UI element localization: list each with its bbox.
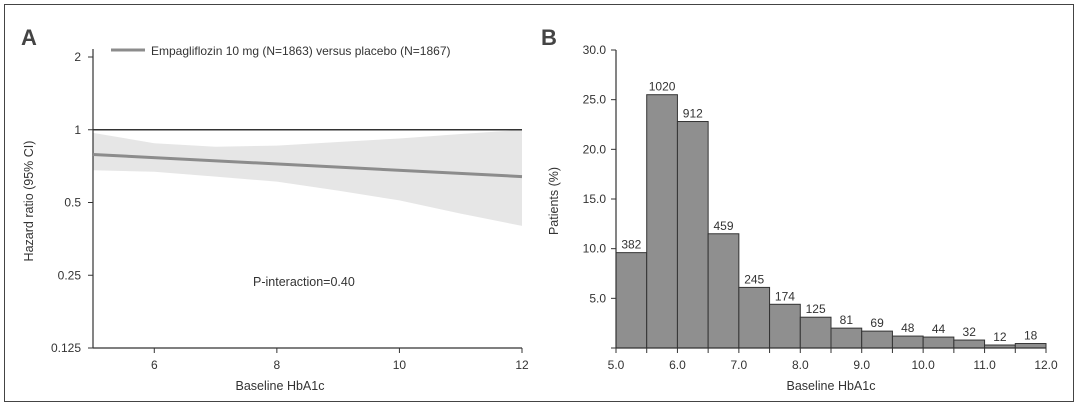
panel-a-y-axis-title: Hazard ratio (95% CI) <box>22 141 36 262</box>
p-interaction-annotation: P-interaction=0.40 <box>253 275 355 289</box>
panel-b-x-axis-title: Baseline HbA1c <box>787 379 876 393</box>
x-tick-label: 10 <box>393 358 407 372</box>
panel-b-axes: 5.0 10.0 15.0 20.0 25.0 30.0 5.0 6.0 7.0 8.0 9.0 10… <box>583 43 1058 372</box>
x-tick-label: 8 <box>274 358 281 372</box>
x-tick-label: 8.0 <box>792 358 809 372</box>
y-tick-label: 0.5 <box>64 196 81 210</box>
bar-count-label: 69 <box>870 316 884 330</box>
panel-a-letter: A <box>21 25 37 50</box>
x-tick-label: 11.0 <box>973 358 996 372</box>
histogram-bar <box>738 286 771 349</box>
panel-b-letter: B <box>541 25 557 50</box>
panel-a: A 2 1 0.5 0.25 0.125 6 8 10 12 Empagliflozin 10 … <box>21 25 529 393</box>
y-tick-label: 15.0 <box>583 192 607 206</box>
x-tick-label: 7.0 <box>731 358 748 372</box>
panel-a-legend: Empagliflozin 10 mg (N=1863) versus plac… <box>111 44 451 58</box>
histogram-bar <box>799 316 832 349</box>
x-tick-label: 6.0 <box>669 358 686 372</box>
histogram-bar <box>707 233 740 349</box>
bar-count-label: 32 <box>963 325 977 339</box>
histogram-bar <box>922 336 955 349</box>
x-tick-label: 9.0 <box>853 358 870 372</box>
panel-b-y-axis-title: Patients (%) <box>547 167 561 235</box>
y-tick-label: 5.0 <box>589 291 606 305</box>
histogram-bar <box>861 330 893 349</box>
ci-band-area <box>93 129 522 226</box>
bar-count-label: 125 <box>806 302 826 316</box>
y-tick-label: 10.0 <box>583 242 607 256</box>
bar-count-label: 81 <box>840 313 854 327</box>
bar-count-label: 18 <box>1024 329 1038 343</box>
histogram-bar <box>830 327 863 349</box>
bar-count-label: 44 <box>932 322 946 336</box>
confidence-band <box>93 129 522 226</box>
histogram-bar <box>1014 343 1047 349</box>
y-tick-label: 1 <box>74 123 81 137</box>
histogram-bar <box>646 94 678 349</box>
x-tick-label: 5.0 <box>608 358 625 372</box>
x-tick-label: 10.0 <box>911 358 935 372</box>
bar-count-label: 48 <box>901 321 915 335</box>
bar-count-label: 382 <box>621 238 641 252</box>
x-tick-label: 6 <box>151 358 158 372</box>
bar-count-label: 459 <box>713 219 733 233</box>
x-tick-label: 12 <box>515 358 529 372</box>
histogram-bar <box>953 339 986 349</box>
x-tick-label: 12.0 <box>1034 358 1058 372</box>
bar-count-label: 245 <box>744 272 764 286</box>
y-tick-label: 30.0 <box>583 43 607 57</box>
histogram-bar <box>769 303 801 349</box>
bar-count-label: 12 <box>993 330 1007 344</box>
bar-count-label: 174 <box>775 289 795 303</box>
y-tick-label: 20.0 <box>583 142 607 156</box>
histogram-bar <box>891 335 924 349</box>
bar-count-label: 1020 <box>649 80 676 94</box>
panel-a-axes: 2 1 0.5 0.25 0.125 6 8 10 12 <box>51 49 529 372</box>
y-tick-label: 2 <box>74 50 81 64</box>
figure-canvas: A 2 1 0.5 0.25 0.125 6 8 10 12 Empagliflozin 10 … <box>21 25 1058 393</box>
y-tick-label: 0.125 <box>51 341 81 355</box>
y-tick-label: 25.0 <box>583 93 607 107</box>
y-tick-label: 0.25 <box>58 268 82 282</box>
histogram-bar <box>615 252 648 349</box>
histogram-bars: 382 1020 912 459 245 174 125 81 69 48 44 32 12 18 <box>615 80 1047 349</box>
bar-count-label: 912 <box>683 107 703 121</box>
hazard-ratio-line <box>92 152 523 179</box>
panel-a-x-axis-title: Baseline HbA1c <box>236 379 325 393</box>
histogram-bar <box>676 121 709 349</box>
figure-frame: A 2 1 0.5 0.25 0.125 6 8 10 12 Empagliflozin 10 … <box>4 4 1074 402</box>
panel-b: B 382 1020 912 459 245 174 125 81 69 48 44 32 12 18 5… <box>541 25 1058 393</box>
legend-label: Empagliflozin 10 mg (N=1863) versus plac… <box>151 44 451 58</box>
